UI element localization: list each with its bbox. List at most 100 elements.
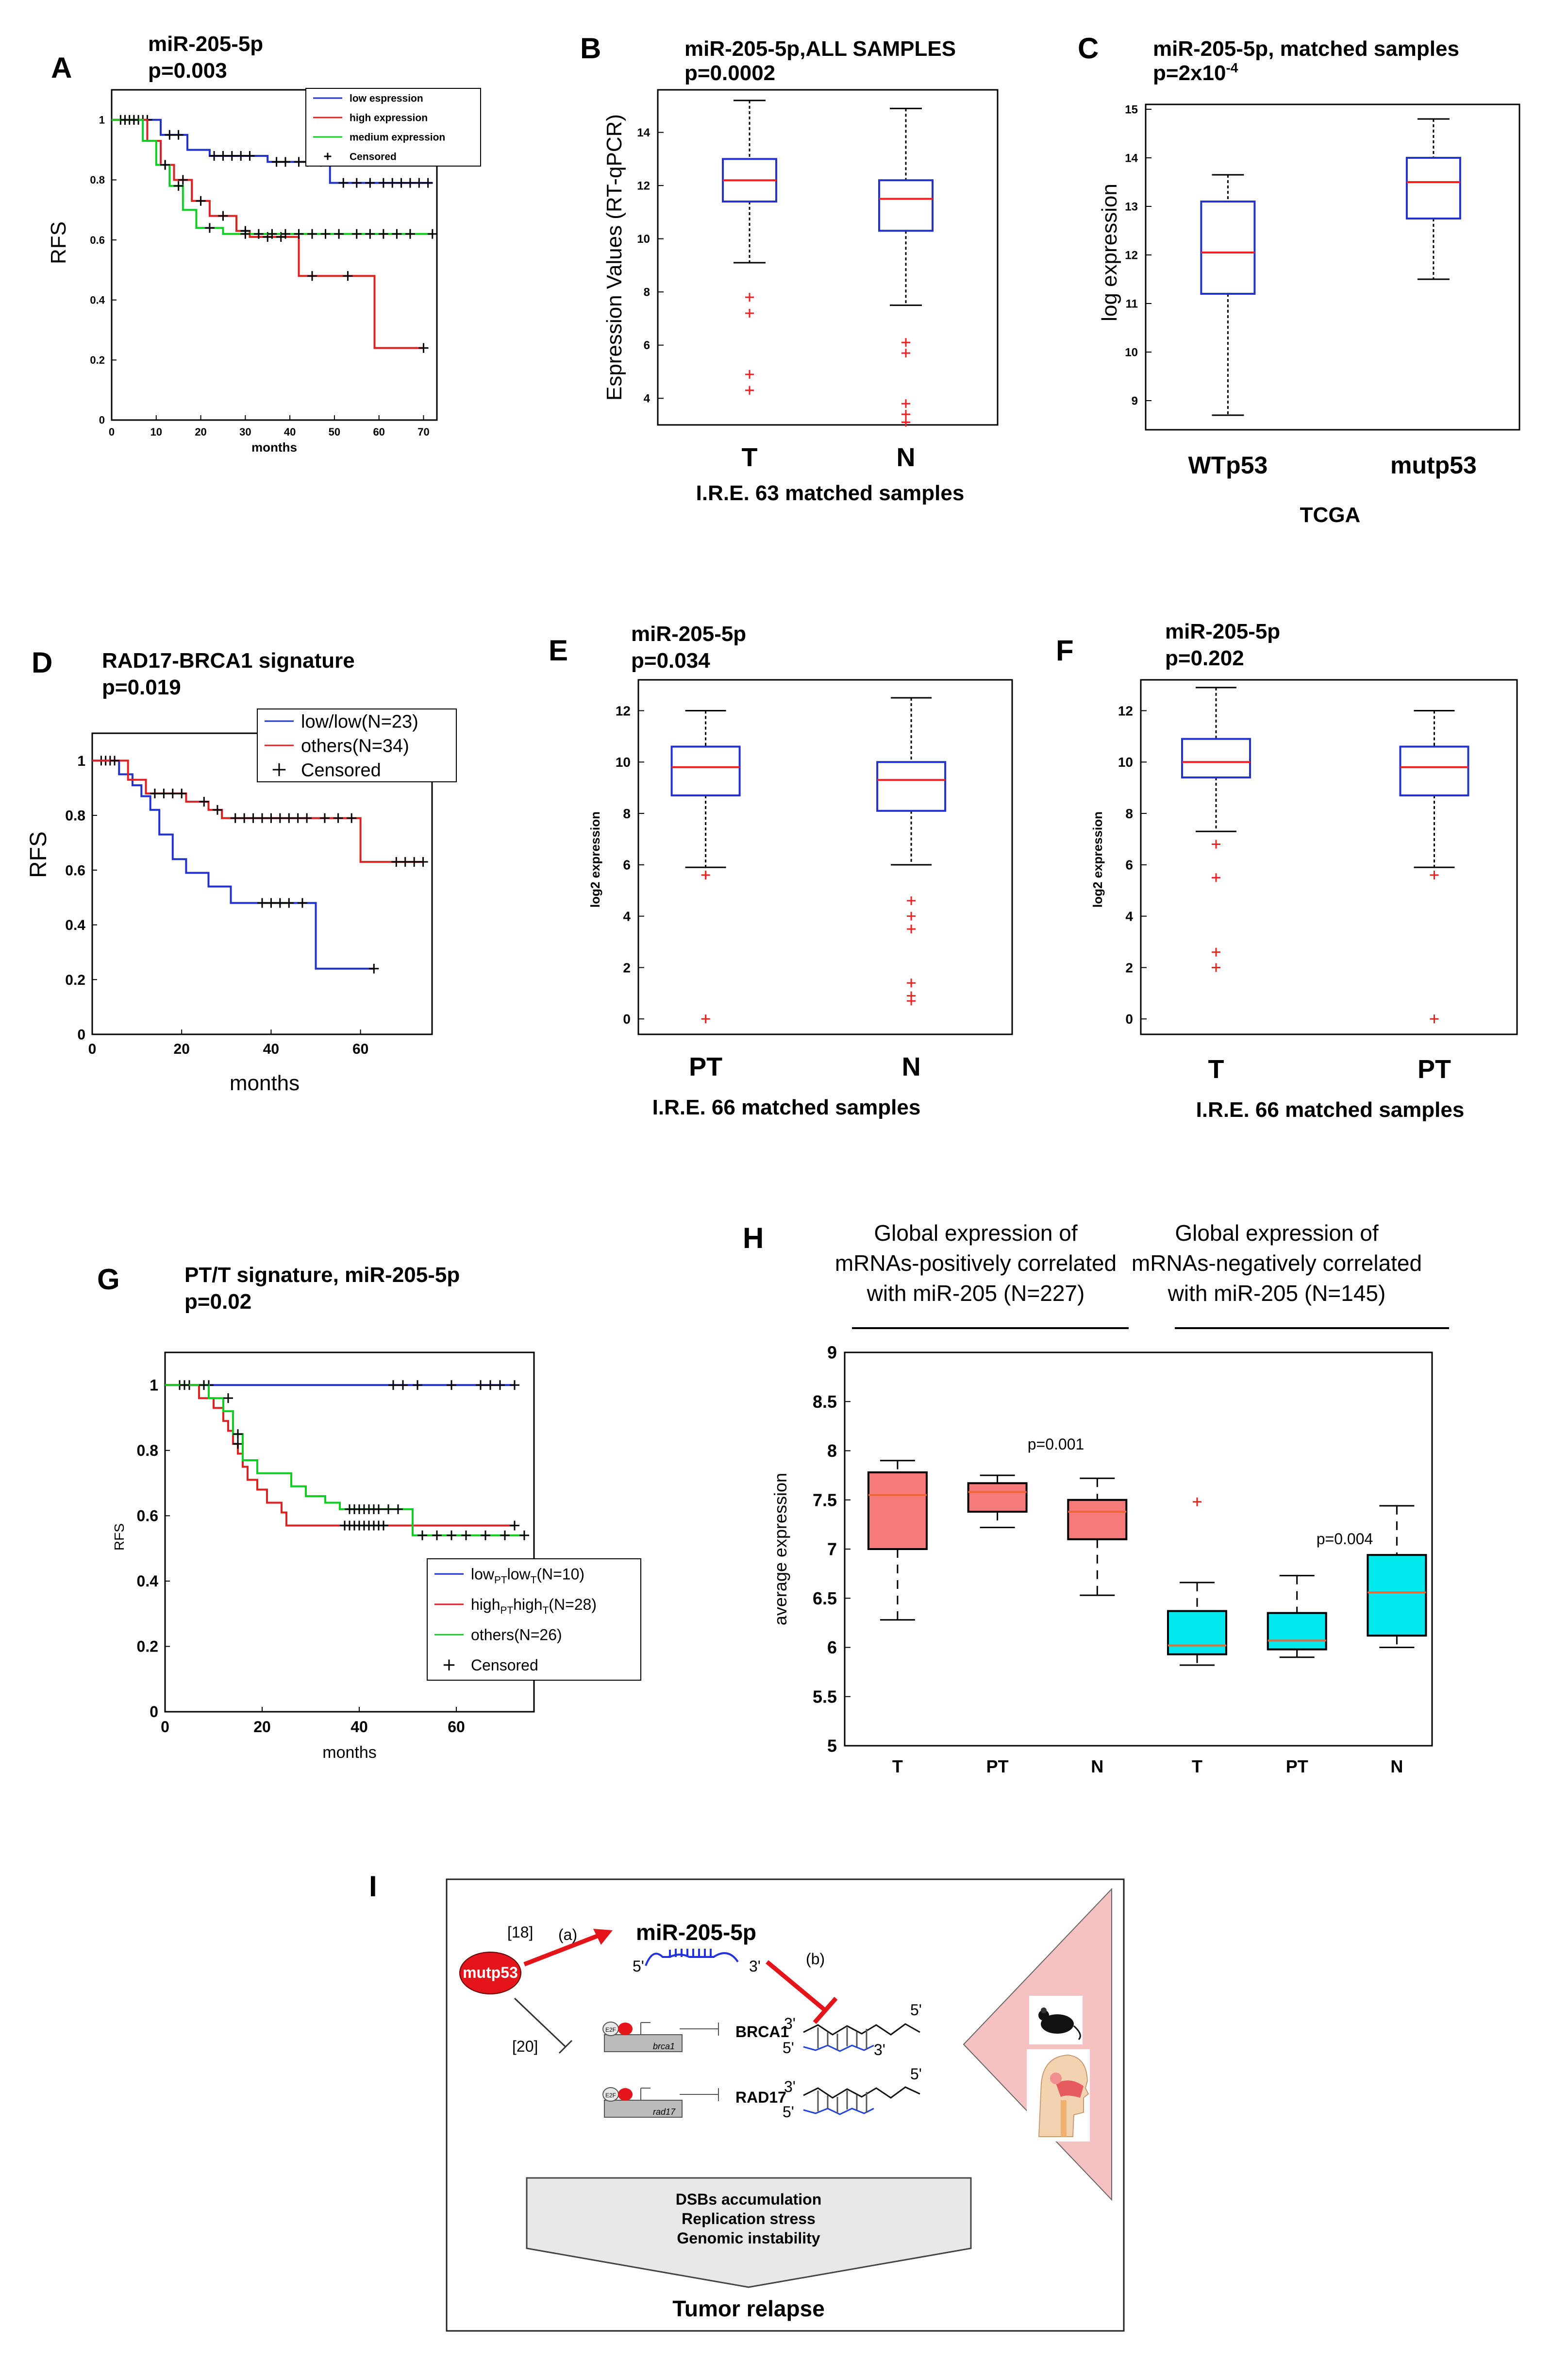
plot-subtitle: p=0.003 [148, 59, 227, 83]
y-tick-label: 11 [1126, 297, 1138, 310]
y-tick-label: 0.6 [137, 1507, 158, 1525]
outcome-line-3: Genomic instability [677, 2229, 820, 2247]
y-tick-label: 4 [623, 909, 631, 924]
y-axis-label: RFS [26, 831, 51, 878]
y-tick-label: 12 [616, 703, 631, 718]
brca1-duplex-5prime: 5' [783, 2039, 794, 2057]
category-label: WTp53 [1188, 452, 1268, 479]
pvalue-label: p=0.001 [1028, 1435, 1084, 1453]
rad17-gene-label: rad17 [653, 2107, 676, 2117]
legend-box [427, 1558, 641, 1681]
y-tick-label: 0.4 [137, 1572, 159, 1590]
y-tick-label: 2 [1125, 960, 1133, 975]
box-iqr [1200, 201, 1256, 295]
x-axis-label: TCGA [1300, 503, 1361, 527]
y-tick-label: 0 [1125, 1012, 1133, 1027]
mutp53-label: mutp53 [463, 1964, 518, 1981]
inhibition-bar [813, 1997, 838, 2024]
y-tick-label: 0.2 [90, 354, 105, 366]
y-tick-label: 5 [827, 1736, 837, 1756]
mir-5prime: 5' [633, 1957, 644, 1975]
rad17-label: RAD17 [735, 2089, 786, 2106]
plot-frame [1145, 103, 1520, 431]
category-label: N [897, 443, 916, 472]
x-tick-label: 30 [239, 426, 251, 438]
x-tick-label: 40 [284, 426, 296, 438]
y-tick-label: 5.5 [813, 1686, 837, 1706]
category-label: PT [986, 1756, 1009, 1776]
activation-arrowhead [593, 1929, 613, 1945]
x-tick-label: 20 [195, 426, 206, 438]
group-header-line: mRNAs-negatively correlated [1132, 1250, 1422, 1276]
y-tick-label: 0.6 [90, 234, 105, 246]
y-tick-label: 12 [637, 180, 650, 193]
x-axis-label: I.R.E. 63 matched samples [696, 481, 965, 505]
survival-curve-1 [165, 1384, 515, 1527]
brca1-label: BRCA1 [735, 2023, 789, 2041]
x-tick-label: 0 [109, 426, 115, 438]
y-tick-label: 0 [99, 414, 105, 426]
panel-letter-b: B [580, 32, 601, 65]
y-tick-label: 4 [644, 392, 651, 405]
mir-label: miR-205-5p [636, 1920, 756, 1945]
boxplot-e: miR-205-5p p=0.034 0 2 4 6 8 10 12 log2 expressio… [588, 622, 1013, 1119]
y-tick-label: 10 [1125, 346, 1138, 359]
x-tick-label: 70 [417, 426, 429, 438]
y-tick-label: 0.4 [65, 917, 85, 933]
plot-frame [111, 89, 438, 421]
brca1-gene-icon [602, 2022, 719, 2052]
x-tick-label: 0 [88, 1041, 97, 1057]
y-axis-label: log2 expression [1090, 811, 1105, 908]
brca1-gene-label: brca1 [653, 2041, 675, 2051]
brca1-mrna-duplex-icon [803, 2023, 920, 2052]
y-tick-label: 10 [637, 233, 650, 246]
y-tick-label: 0.4 [90, 294, 105, 306]
outcome-line-1: DSBs accumulation [676, 2191, 822, 2208]
y-tick-label: 8 [827, 1441, 837, 1461]
category-label: N [1091, 1756, 1103, 1776]
x-axis-label: I.R.E. 66 matched samples [652, 1096, 921, 1119]
y-tick-label: 14 [637, 126, 650, 139]
box-iqr [967, 1482, 1028, 1513]
category-label: T [1208, 1055, 1224, 1084]
plot-title: miR-205-5p,ALL SAMPLES [684, 37, 956, 61]
mouse-icon [1038, 2007, 1081, 2041]
x-tick-label: 60 [352, 1041, 368, 1057]
boxplot-h: 5 5.5 6 6.5 7 7.5 8 8.5 9 average expression T PT N T… [770, 1220, 1449, 1776]
plot-title: miR-205-5p [1165, 620, 1280, 643]
box-iqr [1067, 1499, 1128, 1540]
y-tick-label: 13 [1125, 200, 1138, 213]
x-tick-label: 20 [253, 1718, 271, 1736]
y-tick-label: 9 [827, 1343, 837, 1363]
mechanism-diagram: mutp53 [18] (a) miR-205-5p 5' 3' (b) [20… [446, 1878, 1125, 2332]
y-tick-label: 6.5 [813, 1588, 837, 1608]
plot-subtitle: p=0.019 [102, 675, 181, 699]
plot-subtitle: p=0.02 [184, 1290, 251, 1314]
activation-arrow-line [523, 1933, 601, 1967]
y-tick-label: 0.6 [65, 862, 85, 878]
rad17-gene-icon [602, 2087, 719, 2118]
y-tick-label: 9 [1132, 394, 1138, 407]
x-axis-label: I.R.E. 66 matched samples [1196, 1098, 1465, 1122]
y-tick-label: 8 [623, 806, 631, 821]
legend-label: Censored [301, 760, 381, 780]
y-tick-label: 0 [150, 1703, 158, 1720]
box-iqr [878, 179, 934, 232]
y-tick-label: 0.8 [65, 808, 85, 824]
plot-title: miR-205-5p, matched samples [1153, 37, 1459, 61]
survival-curve-2 [165, 1384, 524, 1536]
survival-curve-1 [112, 118, 424, 349]
y-tick-label: 8.5 [813, 1392, 837, 1412]
x-tick-label: 40 [350, 1718, 368, 1736]
category-label: T [892, 1756, 903, 1776]
brca1-duplex-3prime-end: 3' [874, 2041, 885, 2058]
plot-frame [657, 89, 999, 426]
legend-label: Censored [471, 1656, 538, 1674]
y-tick-label: 6 [827, 1637, 837, 1657]
y-axis-label: log2 expression [588, 811, 602, 908]
y-tick-label: 8 [1125, 806, 1133, 821]
inhibition-line [766, 1960, 827, 2012]
y-tick-label: 4 [1125, 909, 1133, 924]
y-axis-label: log expression [1098, 184, 1121, 321]
